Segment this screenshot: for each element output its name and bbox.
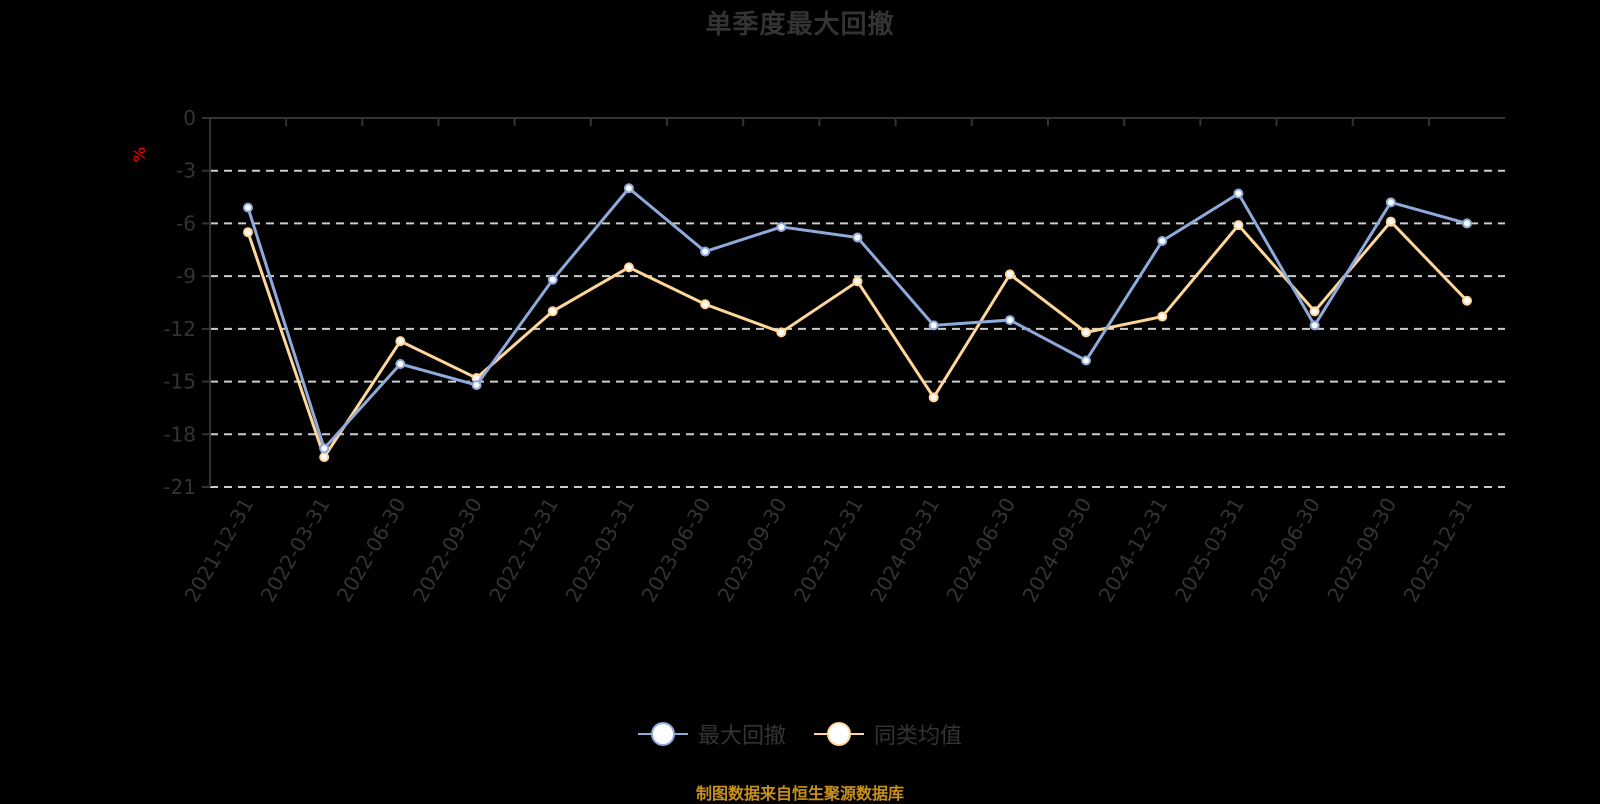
x-tick-label: 2023-12-31 (789, 494, 868, 607)
legend-item-peer-average[interactable]: 同类均值 (814, 718, 962, 750)
axes: 0-3-6-9-12-15-18-212021-12-312022-03-312… (163, 106, 1505, 606)
data-point[interactable] (1081, 327, 1092, 338)
x-tick-label: 2024-12-31 (1094, 494, 1173, 607)
data-point[interactable] (1385, 216, 1396, 227)
x-tick-label: 2024-03-31 (865, 494, 944, 607)
x-tick-label: 2025-12-31 (1398, 494, 1477, 607)
data-point[interactable] (776, 221, 787, 232)
data-point[interactable] (471, 380, 482, 391)
y-tick-label: -9 (176, 264, 196, 288)
data-point[interactable] (243, 227, 253, 238)
series-line-0 (246, 186, 1468, 452)
data-point[interactable] (928, 392, 939, 403)
data-point[interactable] (1157, 236, 1168, 246)
x-tick-label: 2022-09-30 (408, 494, 487, 607)
legend: 最大回撤 同类均值 (0, 718, 1600, 750)
y-tick-label: 0 (183, 106, 196, 130)
legend-label: 同类均值 (874, 724, 963, 749)
x-tick-label: 2024-06-30 (941, 494, 1020, 607)
x-tick-label: 2023-06-30 (637, 494, 716, 607)
x-tick-label: 2025-03-31 (1170, 494, 1249, 607)
data-point[interactable] (1233, 220, 1244, 231)
data-point[interactable] (1462, 295, 1472, 306)
data-point[interactable] (1309, 320, 1320, 331)
data-point[interactable] (395, 359, 406, 369)
series-line-1 (246, 219, 1469, 461)
data-source-footer: 制图数据来自恒生聚源数据库 (695, 784, 904, 803)
data-point[interactable] (700, 246, 711, 257)
y-axis-unit: % (130, 147, 149, 162)
data-point[interactable] (547, 306, 558, 317)
y-tick-label: -6 (176, 211, 196, 235)
y-tick-label: -12 (163, 317, 196, 341)
chart-title: 单季度最大回撤 (705, 10, 895, 40)
data-point[interactable] (700, 299, 711, 310)
data-point[interactable] (1233, 188, 1244, 199)
x-tick-label: 2023-03-31 (560, 494, 639, 607)
data-point[interactable] (243, 202, 253, 213)
data-point[interactable] (547, 274, 558, 285)
data-point[interactable] (928, 320, 939, 331)
data-point[interactable] (1004, 315, 1015, 326)
legend-label: 最大回撤 (697, 724, 786, 749)
data-point[interactable] (852, 232, 863, 243)
grid-lines (210, 169, 1505, 488)
data-point[interactable] (319, 443, 330, 454)
y-tick-label: -3 (176, 159, 196, 183)
x-tick-label: 2025-06-30 (1246, 494, 1325, 607)
data-point[interactable] (395, 336, 406, 347)
line-chart: 0-3-6-9-12-15-18-212021-12-312022-03-312… (130, 106, 1505, 606)
y-tick-label: -21 (163, 475, 196, 499)
data-point[interactable] (1462, 218, 1472, 229)
data-point[interactable] (852, 276, 863, 287)
data-point[interactable] (1004, 269, 1015, 280)
x-tick-label: 2024-09-30 (1017, 494, 1096, 607)
data-point[interactable] (1157, 311, 1168, 322)
x-tick-label: 2022-03-31 (256, 494, 335, 607)
data-point[interactable] (319, 452, 330, 463)
data-point[interactable] (1081, 355, 1092, 366)
x-tick-label: 2025-09-30 (1322, 494, 1401, 607)
data-point[interactable] (1385, 197, 1396, 208)
x-tick-label: 2023-09-30 (713, 494, 792, 607)
data-point[interactable] (623, 262, 634, 273)
series-lines (243, 183, 1472, 463)
legend-marker-icon (814, 721, 864, 747)
legend-item-max-drawdown[interactable]: 最大回撤 (637, 718, 786, 750)
data-point[interactable] (776, 327, 787, 338)
y-tick-label: -18 (163, 422, 196, 446)
legend-marker-icon (637, 721, 688, 747)
y-tick-label: -15 (163, 370, 196, 394)
data-point[interactable] (1309, 306, 1320, 317)
x-tick-label: 2022-12-31 (484, 494, 563, 607)
x-tick-label: 2022-06-30 (332, 494, 411, 607)
data-point[interactable] (623, 183, 634, 194)
x-tick-label: 2021-12-31 (179, 494, 258, 607)
